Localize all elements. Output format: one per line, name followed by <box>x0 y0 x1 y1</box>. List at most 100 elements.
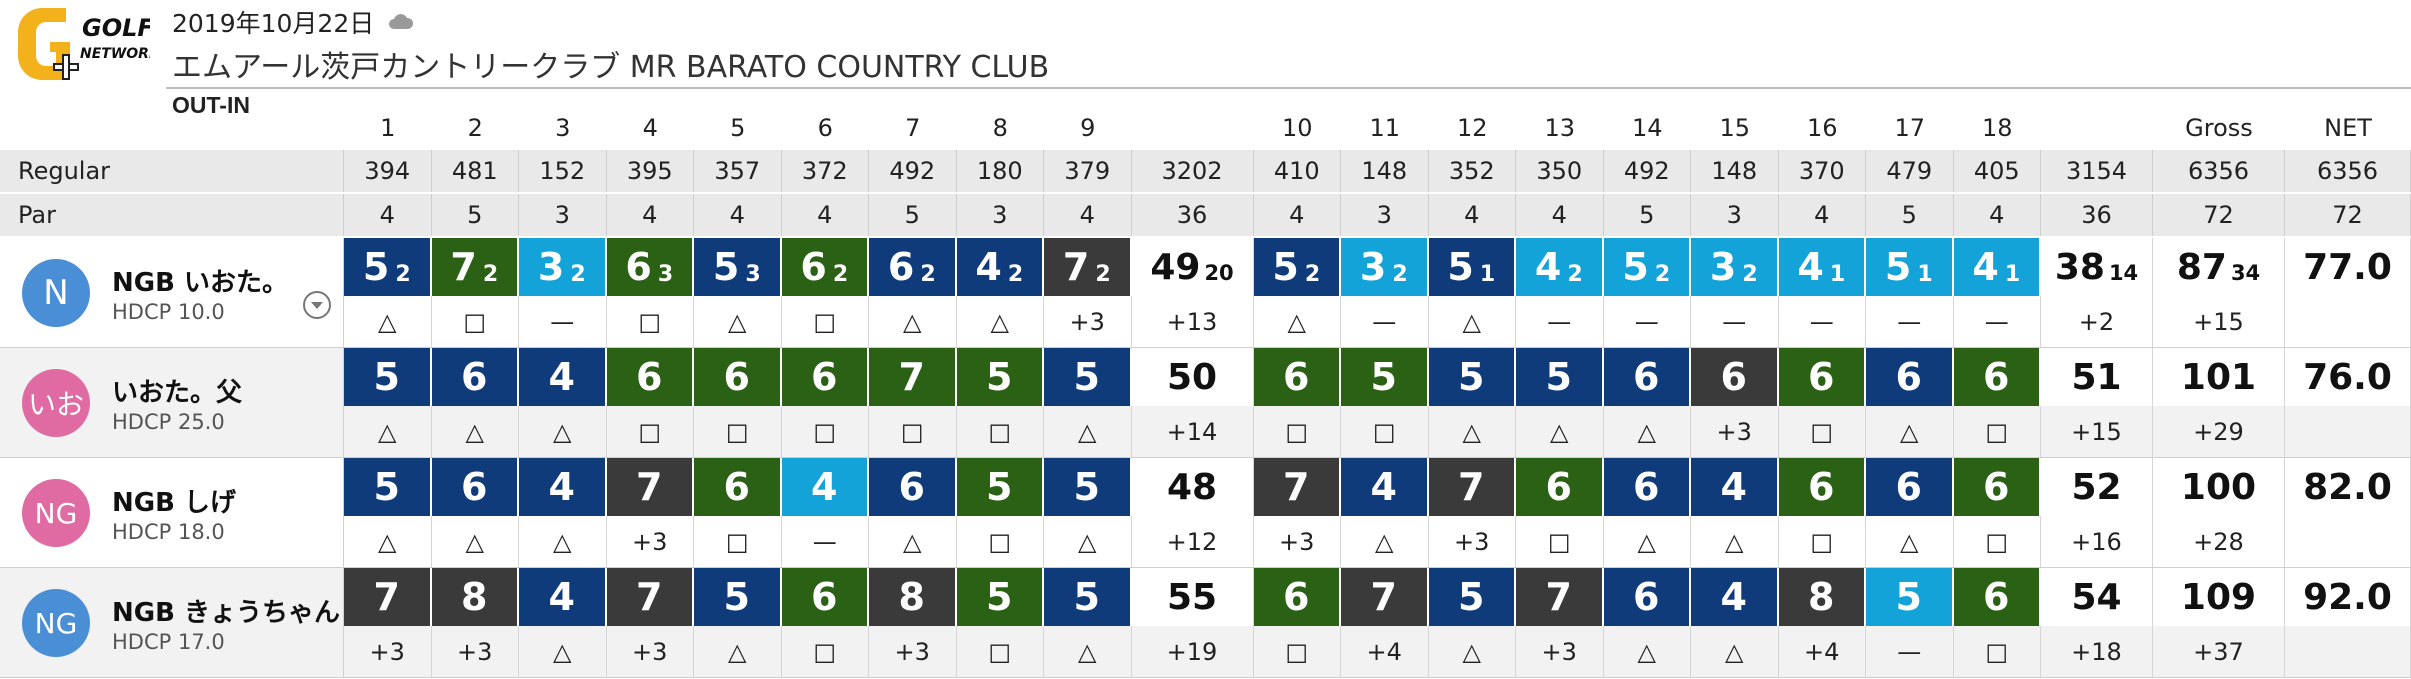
hole-score-bogey[interactable]: 5 <box>344 348 432 406</box>
hole-score-par[interactable]: 6 <box>1253 348 1341 406</box>
regular-gross: 6356 <box>2153 150 2285 192</box>
player-info[interactable]: NG NGB しげ HDCP 18.0 <box>0 458 344 568</box>
gross-total: 109 <box>2153 568 2285 626</box>
score-mark: □ <box>606 296 694 348</box>
hole-score-bogey[interactable]: 6 <box>869 458 957 516</box>
hole-score-double[interactable]: 6 <box>1691 348 1779 406</box>
hole-score-par[interactable]: 6 <box>781 348 869 406</box>
hole-score-bogey[interactable]: 4 <box>519 458 607 516</box>
hole-score-par[interactable]: 5 <box>956 568 1044 626</box>
putt-count: 2 <box>1742 261 1758 287</box>
hole-score-bogey[interactable]: 6 <box>431 348 519 406</box>
score-mark: □ <box>956 516 1044 568</box>
hole-score-par[interactable]: 6 <box>606 348 694 406</box>
stroke-count: 7 <box>1370 575 1397 619</box>
regular-label: Regular <box>0 150 344 192</box>
par-value: 5 <box>869 194 957 236</box>
hole-score-double[interactable]: 7 <box>606 458 694 516</box>
par-value: 4 <box>1778 194 1866 236</box>
hole-score-par[interactable]: 5 <box>1341 348 1429 406</box>
gross-over-par: +15 <box>2153 296 2285 348</box>
hole-score-bogey[interactable]: 6 <box>1603 458 1691 516</box>
hole-score-par[interactable]: 6 <box>694 348 782 406</box>
hole-score-double[interactable]: 7 <box>1428 458 1516 516</box>
hole-score-bogey[interactable]: 5 <box>1516 348 1604 406</box>
regular-row: Regular 394 481 152 395 357 372 492 180 379 3202 41… <box>0 150 2411 192</box>
player-info[interactable]: N NGB いおた。 HDCP 10.0 <box>0 238 344 348</box>
hole-score-bogey[interactable]: 6 <box>1866 458 1954 516</box>
hole-score-par[interactable]: 5 <box>956 458 1044 516</box>
player-row[interactable]: いお いおた。父 HDCP 25.0 5 6 4 6 6 6 7 5 5 6 5 5 5 6 6 6 6 6 50 51 10… <box>0 348 2411 458</box>
hole-score-par[interactable]: 6 <box>1778 348 1866 406</box>
player-info[interactable]: いお いおた。父 HDCP 25.0 <box>0 348 344 458</box>
hole-number: 18 <box>1981 114 2013 142</box>
stroke-count: 4 <box>1720 465 1747 509</box>
hole-score-par[interactable]: 6 <box>1516 458 1604 516</box>
hole-score-double[interactable]: 8 <box>1778 568 1866 626</box>
stroke-count: 4 <box>1534 245 1562 289</box>
hole-score-double[interactable]: 7 <box>606 568 694 626</box>
hole-score-bogey[interactable]: 5 <box>1428 348 1516 406</box>
hole-score-bogey[interactable]: 5 <box>694 568 782 626</box>
hole-score-birdie[interactable]: 4 <box>781 458 869 516</box>
hole-score-par[interactable]: 7 <box>869 348 957 406</box>
hole-score-bogey[interactable]: 4 <box>1691 458 1779 516</box>
hole-score-par[interactable]: 6 <box>1953 348 2041 406</box>
hole-score-bogey[interactable]: 6 <box>1603 568 1691 626</box>
hole-score-birdie[interactable]: 5 <box>1866 568 1954 626</box>
hole-score-par[interactable]: 6 <box>694 458 782 516</box>
player-row[interactable]: NG NGB しげ HDCP 18.0 5 6 4 7 6 4 6 5 5 7 4 7 6 6 4 6 6 6 48 52 1… <box>0 458 2411 568</box>
hole-score-bogey[interactable]: 5 <box>1044 348 1132 406</box>
hole-score-double[interactable]: 8 <box>869 568 957 626</box>
hole-score-bogey[interactable]: 4 <box>1691 568 1779 626</box>
hole-score-par[interactable]: 6 <box>1778 458 1866 516</box>
hole-score-par[interactable]: 6 <box>1953 568 2041 626</box>
stroke-count: 4 <box>1720 575 1747 619</box>
player-row[interactable]: N NGB いおた。 HDCP 10.0 5 2 7 2 3 2 6 3 5 3 6 2 6 2 4 2 7 2 5 2 3 2… <box>0 238 2411 348</box>
hole-score-bogey[interactable]: 5 <box>1428 568 1516 626</box>
hole-score-bogey[interactable]: 5 <box>344 458 432 516</box>
player-info[interactable]: NG NGB きょうちゃん HDCP 17.0 <box>0 568 344 678</box>
hole-score-double[interactable]: 7 <box>1253 458 1341 516</box>
gross-total: 100 <box>2153 458 2285 516</box>
chevron-down-circle-icon[interactable] <box>302 290 332 320</box>
hole-score-bogey[interactable]: 6 <box>431 458 519 516</box>
hole-score-double[interactable]: 7 <box>1341 568 1429 626</box>
stroke-count: 5 <box>1622 245 1649 289</box>
hole-score-bogey[interactable]: 6 <box>1603 348 1691 406</box>
hole-score-double[interactable]: 7 <box>1516 568 1604 626</box>
hole-score-bogey[interactable]: 5 <box>1044 568 1132 626</box>
hole-score-bogey[interactable]: 6 <box>1866 348 1954 406</box>
hole-score-par[interactable]: 5 <box>956 348 1044 406</box>
hole-score-par[interactable]: 6 <box>1253 568 1341 626</box>
hole-score-bogey[interactable]: 4 <box>519 568 607 626</box>
hole-score-bogey[interactable]: 4 <box>519 348 607 406</box>
hole-score-double[interactable]: 8 <box>431 568 519 626</box>
hole-score-bogey[interactable]: 5 <box>1044 458 1132 516</box>
score-mark: □ <box>694 516 782 568</box>
hole-score-par[interactable]: 6 <box>781 568 869 626</box>
player-row[interactable]: NG NGB きょうちゃん HDCP 17.0 7 8 4 7 5 6 8 5 5 6 7 5 7 6 4 8 5 6 5… <box>0 568 2411 678</box>
hole-score-bogey[interactable]: 4 <box>1341 458 1429 516</box>
hole-score-par[interactable]: 6 <box>1953 458 2041 516</box>
hole-score-double[interactable]: 7 <box>344 568 432 626</box>
golf-network-logo[interactable]: GOLF NETWORK <box>10 4 150 86</box>
